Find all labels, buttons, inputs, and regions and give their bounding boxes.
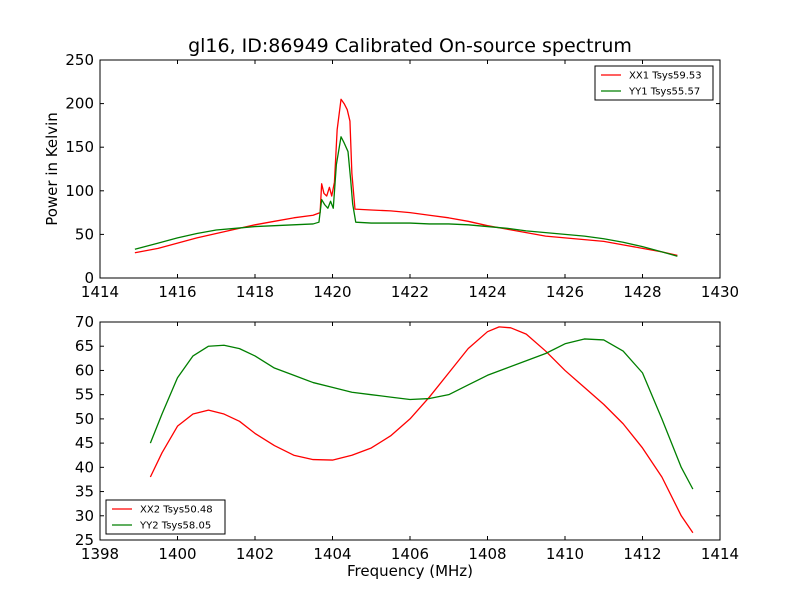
legend: XX2 Tsys50.48 YY2 Tsys58.05 bbox=[105, 499, 226, 535]
series-line-2-1 bbox=[149, 326, 694, 534]
x-tick-label: 1420 bbox=[313, 283, 351, 301]
x-tick-label: 1418 bbox=[236, 283, 274, 301]
legend: XX1 Tsys59.53 YY1 Tsys55.57 bbox=[594, 65, 714, 101]
x-tick-label: 1406 bbox=[391, 545, 429, 563]
y-tick-label: 50 bbox=[75, 410, 94, 428]
legend-box bbox=[105, 499, 226, 535]
x-tick-label: 1402 bbox=[236, 545, 274, 563]
x-tick-label: 1414 bbox=[81, 283, 119, 301]
y-tick-label: 60 bbox=[75, 361, 94, 379]
y-tick-label: 25 bbox=[75, 531, 94, 549]
legend-entry: XX2 Tsys50.48 bbox=[140, 505, 213, 516]
legend-box bbox=[594, 65, 714, 101]
y-tick-label: 250 bbox=[65, 51, 94, 69]
legend-entry: XX1 Tsys59.53 bbox=[629, 71, 702, 82]
x-tick-label: 1412 bbox=[623, 545, 661, 563]
top-panel: 1414 1416 1418 1420 1422 1424 1426 1428 1430 0 50 1… bbox=[65, 51, 739, 301]
y-tick-label: 100 bbox=[65, 182, 94, 200]
x-tick-label: 1428 bbox=[623, 283, 661, 301]
y-tick-label: 0 bbox=[84, 269, 94, 287]
bottom-panel: 1398 1400 1402 1404 1406 1408 1410 1412 1414 25 30… bbox=[75, 313, 739, 563]
y-tick-label: 200 bbox=[65, 95, 94, 113]
series-line-1-1 bbox=[134, 98, 678, 256]
series-line-1-2 bbox=[134, 136, 678, 257]
y-tick-label: 150 bbox=[65, 138, 94, 156]
x-tick-label: 1400 bbox=[158, 545, 196, 563]
x-tick-label: 1430 bbox=[701, 283, 739, 301]
y-tick-label: 45 bbox=[75, 434, 94, 452]
x-tick-label: 1426 bbox=[546, 283, 584, 301]
y-tick-label: 55 bbox=[75, 386, 94, 404]
legend-entry: YY2 Tsys58.05 bbox=[139, 521, 211, 532]
x-tick-label: 1410 bbox=[546, 545, 584, 563]
y-tick-label: 35 bbox=[75, 483, 94, 501]
x-tick-label: 1416 bbox=[158, 283, 196, 301]
legend-entry: YY1 Tsys55.57 bbox=[628, 87, 700, 98]
y-tick-label: 70 bbox=[75, 313, 94, 331]
y-axis-label: Power in Kelvin bbox=[43, 112, 61, 226]
y-tick-label: 40 bbox=[75, 458, 94, 476]
x-tick-label: 1422 bbox=[391, 283, 429, 301]
x-tick-label: 1404 bbox=[313, 545, 351, 563]
x-tick-label: 1398 bbox=[81, 545, 119, 563]
x-tick-label: 1414 bbox=[701, 545, 739, 563]
y-tick-label: 65 bbox=[75, 337, 94, 355]
y-tick-label: 30 bbox=[75, 507, 94, 525]
y-tick-label: 50 bbox=[75, 225, 94, 243]
x-axis-label: Frequency (MHz) bbox=[347, 562, 473, 580]
series-line-2-2 bbox=[149, 338, 694, 490]
x-tick-label: 1424 bbox=[468, 283, 506, 301]
x-tick-label: 1408 bbox=[468, 545, 506, 563]
chart-title: gl16, ID:86949 Calibrated On-source spec… bbox=[188, 35, 632, 57]
